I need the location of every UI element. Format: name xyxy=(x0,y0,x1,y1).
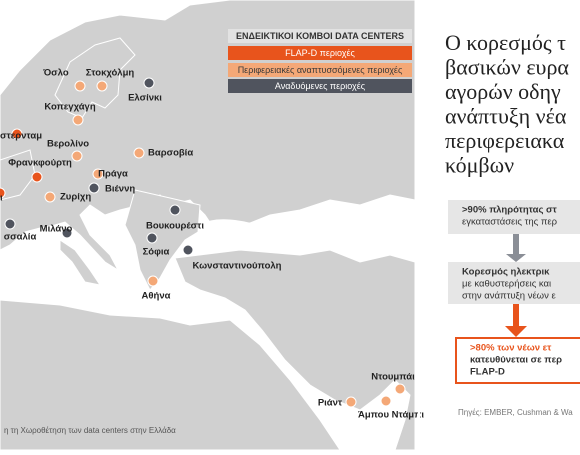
panel-title-line: Ο κορεσμός τ xyxy=(445,30,566,55)
city-dot xyxy=(74,80,86,92)
city-label: σσαλία xyxy=(4,232,37,243)
legend-title: ΕΝΔΕΙΚΤΙΚΟΙ ΚΟΜΒΟΙ DATA CENTERS xyxy=(236,31,404,41)
city-dot xyxy=(72,114,84,126)
city-dot xyxy=(345,396,357,408)
city-label: Πράγα xyxy=(98,169,128,180)
panel-title-line: βασικών ευρα xyxy=(445,55,569,80)
source: Πηγές: EMBER, Cushman & Wa xyxy=(458,408,573,417)
city-label: Κωνσταντινούπολη xyxy=(193,261,282,272)
city-label: Μιλάνο xyxy=(40,224,73,235)
city-dot xyxy=(182,244,194,256)
city-label: Σόφια xyxy=(143,247,170,258)
panel-box-line: με καθυστερήσεις και xyxy=(462,279,551,290)
panel-box xyxy=(448,200,580,234)
panel-box-line: >90% πληρότητας στ xyxy=(462,205,558,216)
panel-box-line: Κορεσμός ηλεκτρικ xyxy=(462,267,550,278)
legend: ΕΝΔΕΙΚΤΙΚΟΙ ΚΟΜΒΟΙ DATA CENTERS FLAP-D π… xyxy=(228,29,412,93)
city-label: Άμπου Ντάμπι xyxy=(358,410,424,421)
panel-title-line: αγορών οδηγ xyxy=(445,79,561,104)
city-dot xyxy=(0,187,6,199)
panel-box-line: εγκαταστάσεις της περ xyxy=(462,217,558,228)
panel-box xyxy=(448,262,580,304)
city-dot xyxy=(11,128,23,140)
city-dot xyxy=(146,232,158,244)
city-label: Κοπεγχάγη xyxy=(44,102,95,113)
panel: Πηγές: EMBER, Cushman & Wa Ο κορεσμός τβ… xyxy=(445,30,580,417)
city-label: ι xyxy=(0,193,3,204)
panel-title-line: περιφερειακα xyxy=(445,128,565,153)
legend-label: Αναδυόμενες περιοχές xyxy=(275,81,366,91)
city-label: Ελσίνκι xyxy=(128,93,162,104)
city-label: Βουκουρέστι xyxy=(146,221,204,232)
panel-title-line: κόμβων xyxy=(445,153,514,178)
city-dot xyxy=(88,182,100,194)
city-dot xyxy=(61,227,73,239)
city-label: Αθήνα xyxy=(142,291,171,302)
cities: Όσλο Στοκχόλμη Ελσίνκι Κοπεγχάγη στερνταμ Βερ… xyxy=(0,68,424,421)
panel-title-line: ανάπτυξη νέα xyxy=(445,104,567,129)
city-label: Στοκχόλμη xyxy=(86,68,135,79)
legend-swatch xyxy=(228,63,412,77)
city-label: Όσλο xyxy=(42,68,69,79)
divider xyxy=(418,0,420,450)
city-dot xyxy=(380,395,392,407)
panel-box-line: >80% των νέων ετ xyxy=(470,343,552,354)
city-label: Ζυρίχη xyxy=(60,192,91,203)
arrow xyxy=(506,234,526,262)
city-dot xyxy=(71,150,83,162)
city-label: στερνταμ xyxy=(0,131,42,142)
black-sea xyxy=(199,219,261,245)
city-dot xyxy=(133,147,145,159)
city-label: Ντουμπάι xyxy=(371,372,415,383)
city-dot xyxy=(394,383,406,395)
city-label: Φρανκφούρτη xyxy=(8,158,72,169)
legend-title-bg xyxy=(228,29,412,43)
legend-swatch xyxy=(228,46,412,60)
city-dot xyxy=(4,218,16,230)
city-dot xyxy=(44,191,56,203)
legend-label: FLAP-D περιοχές xyxy=(285,48,355,58)
arrow xyxy=(505,304,527,337)
city-dot xyxy=(169,204,181,216)
footnote: η τη Χωροθέτηση των data centers στην Ελ… xyxy=(4,426,176,435)
panel-box-line: στην ανάπτυξη νέων ε xyxy=(462,291,556,302)
city-label: Ριάντ xyxy=(318,398,343,409)
legend-label: Περιφερειακές αναπτυσσόμενες περιοχές xyxy=(238,65,403,75)
city-label: Βαρσοβία xyxy=(148,148,193,159)
panel-box-line: FLAP-D xyxy=(470,367,505,378)
city-dot xyxy=(92,168,104,180)
panel-box-line: κατευθύνεται σε περ xyxy=(470,355,562,366)
panel-box xyxy=(455,337,580,384)
city-dot xyxy=(143,77,155,89)
city-label: Βιέννη xyxy=(105,184,135,195)
legend-swatch xyxy=(228,79,412,93)
city-dot xyxy=(96,80,108,92)
city-dot xyxy=(31,171,43,183)
city-label: Βερολίνο xyxy=(47,139,89,150)
city-dot xyxy=(147,275,159,287)
